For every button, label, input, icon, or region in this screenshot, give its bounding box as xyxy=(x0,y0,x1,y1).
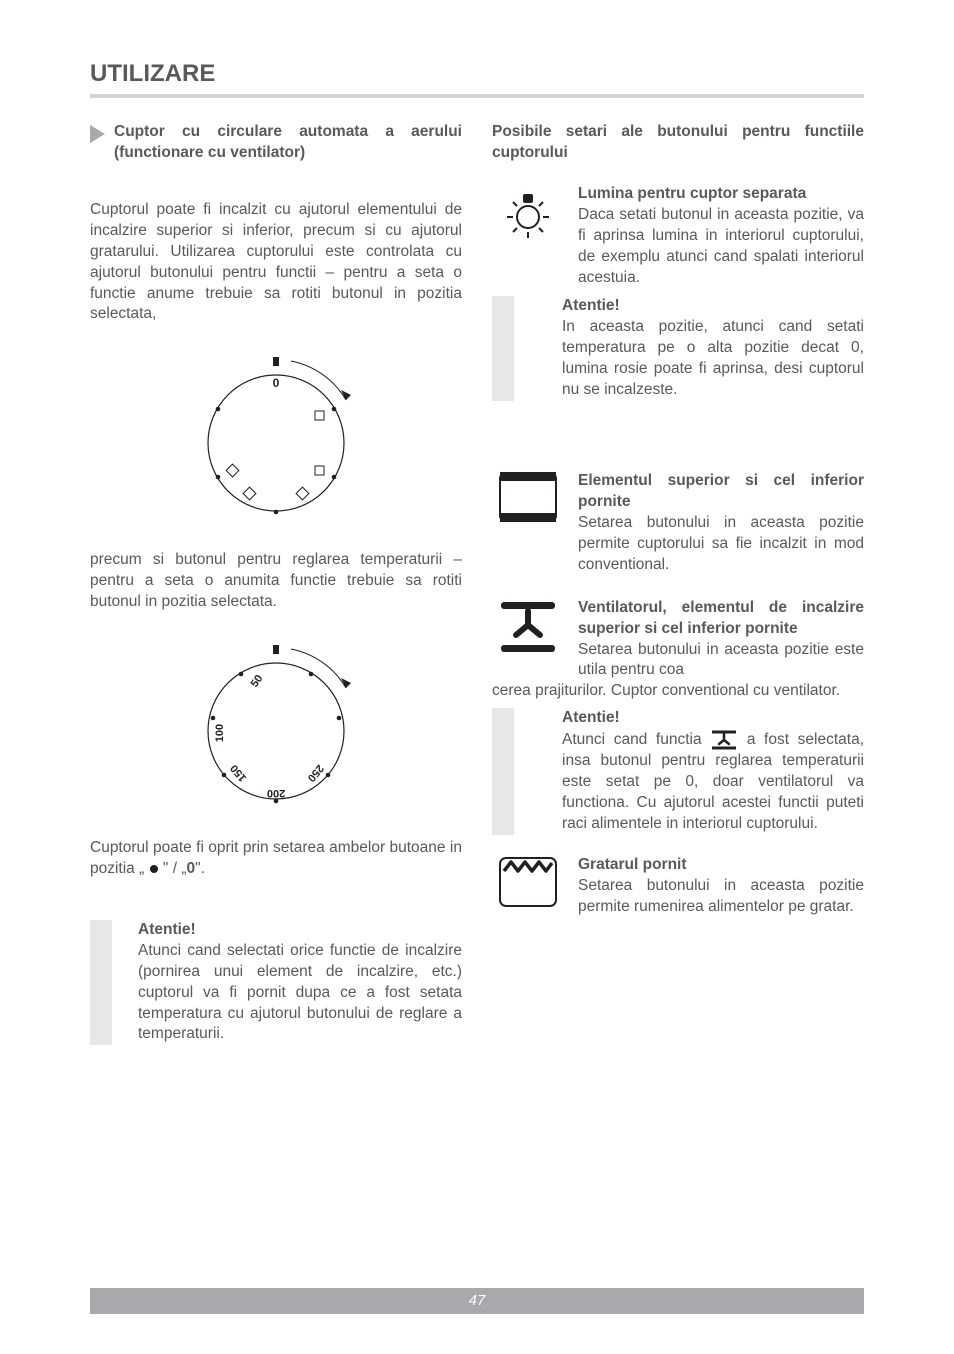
light-text: Lumina pentru cuptor separata Daca setat… xyxy=(578,184,864,289)
temperature-dial-icon: 50 100 150 200 250 xyxy=(191,643,361,813)
attention-title: Atentie! xyxy=(138,920,462,941)
grill-row: Gratarul pornit Setarea butonului in ace… xyxy=(492,855,864,918)
play-arrow-icon xyxy=(90,125,106,143)
grill-text: Gratarul pornit Setarea butonului in ace… xyxy=(578,855,864,918)
section-heading: Cuptor cu circulare automata a aerului (… xyxy=(114,122,462,164)
dial-label-200: 200 xyxy=(267,787,285,799)
dot-icon xyxy=(149,864,159,874)
right-heading: Posibile setari ale butonului pentru fun… xyxy=(492,122,864,164)
two-column-layout: Cuptor cu circulare automata a aerului (… xyxy=(90,122,864,1045)
attention-text: In aceasta pozitie, atunci cand setati t… xyxy=(562,317,864,401)
info-body: Atentie! Atunci cand selectati orice fun… xyxy=(138,920,462,1046)
fan-body-a: Setarea butonului in aceasta pozitie est… xyxy=(578,641,864,679)
page-number-footer: 47 xyxy=(90,1288,864,1314)
text: " / „ xyxy=(163,860,187,877)
fan-topbot-icon xyxy=(492,598,564,656)
fan-text: Ventilatorul, elementul de incalzire sup… xyxy=(578,598,864,682)
paragraph: Cuptorul poate fi incalzit cu ajutorul e… xyxy=(90,200,462,326)
text: Atunci cand functia xyxy=(562,731,710,748)
topbot-icon xyxy=(492,471,564,523)
paragraph: Cuptorul poate fi oprit prin setarea amb… xyxy=(90,838,462,880)
light-body: Daca setati butonul in aceasta pozitie, … xyxy=(578,205,864,289)
right-column: Posibile setari ale butonului pentru fun… xyxy=(492,122,864,1045)
text: Cuptorul poate fi oprit prin setarea amb… xyxy=(90,839,462,877)
function-dial-icon: 0 xyxy=(191,355,361,525)
fan-title: Ventilatorul, elementul de incalzire sup… xyxy=(578,598,864,640)
light-row: Lumina pentru cuptor separata Daca setat… xyxy=(492,184,864,289)
info-body: Atentie! Atunci cand functia a fost sele… xyxy=(562,708,864,835)
grill-body: Setarea butonului in aceasta pozitie per… xyxy=(578,876,864,918)
left-column: Cuptor cu circulare automata a aerului (… xyxy=(90,122,462,1045)
attention-title: Atentie! xyxy=(562,296,864,317)
topbot-row: Elementul superior si cel inferior porni… xyxy=(492,471,864,576)
attention-box: Atentie! Atunci cand selectati orice fun… xyxy=(90,920,462,1046)
fan-row: Ventilatorul, elementul de incalzire sup… xyxy=(492,598,864,682)
attention-title: Atentie! xyxy=(562,708,864,729)
grill-title: Gratarul pornit xyxy=(578,855,864,876)
attention-text: Atunci cand selectati orice functie de i… xyxy=(138,941,462,1046)
light-title: Lumina pentru cuptor separata xyxy=(578,184,864,205)
info-sidebar xyxy=(492,708,514,835)
page-title: UTILIZARE xyxy=(90,60,864,88)
attention-box: Atentie! Atunci cand functia a fost sele… xyxy=(492,708,864,835)
topbot-title: Elementul superior si cel inferior porni… xyxy=(578,471,864,513)
info-body: Atentie! In aceasta pozitie, atunci cand… xyxy=(562,296,864,401)
fan-body-b: cerea prajiturilor. Cuptor conventional … xyxy=(492,681,864,702)
paragraph: precum si butonul pentru reglarea temper… xyxy=(90,550,462,613)
dial-label-100: 100 xyxy=(214,724,226,742)
attention-text: Atunci cand functia a fost selectata, in… xyxy=(562,729,864,835)
text: ". xyxy=(195,860,205,877)
title-rule xyxy=(90,94,864,98)
dial-label-50: 50 xyxy=(249,673,266,690)
function-dial-figure: 0 xyxy=(90,355,462,532)
topbot-body: Setarea butonului in aceasta pozitie per… xyxy=(578,513,864,576)
info-sidebar xyxy=(90,920,112,1046)
grill-icon xyxy=(492,855,564,909)
text-bold: 0 xyxy=(187,860,196,877)
light-icon xyxy=(492,184,564,244)
attention-box: Atentie! In aceasta pozitie, atunci cand… xyxy=(492,296,864,401)
temperature-dial-figure: 50 100 150 200 250 xyxy=(90,643,462,820)
dial-label-0: 0 xyxy=(273,376,280,390)
info-sidebar xyxy=(492,296,514,401)
fan-small-icon xyxy=(710,729,738,751)
section-header: Cuptor cu circulare automata a aerului (… xyxy=(90,122,462,164)
topbot-text: Elementul superior si cel inferior porni… xyxy=(578,471,864,576)
dial-label-150: 150 xyxy=(228,762,249,784)
